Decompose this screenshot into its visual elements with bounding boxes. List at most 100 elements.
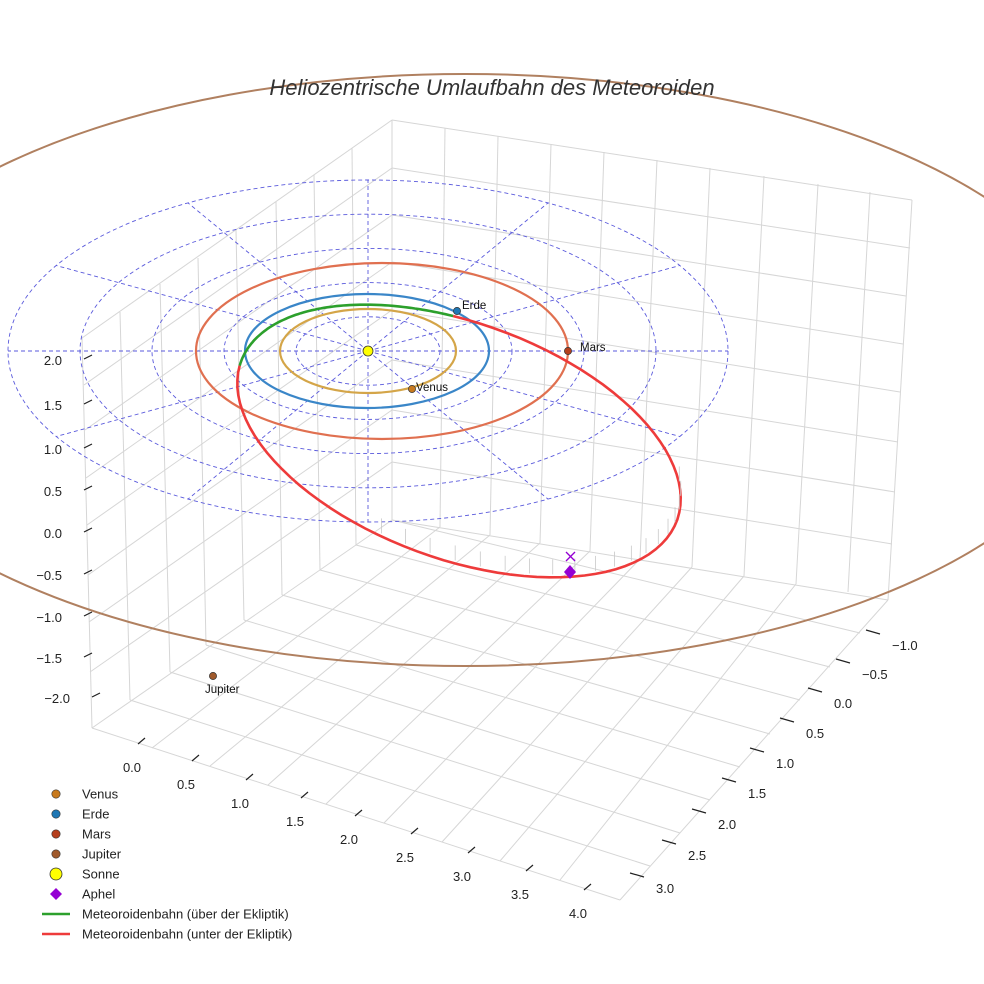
meteoroid-orbit: [236, 303, 683, 579]
x-tick-label: 4.0: [569, 906, 587, 921]
meteoroid-orbit-above: [238, 303, 454, 366]
y-tick-mark: [721, 777, 737, 783]
x-tick-mark: [410, 827, 419, 835]
aphel-marker: [564, 565, 576, 579]
y-tick-label: 2.0: [718, 817, 736, 832]
y-tick-mark: [779, 717, 795, 723]
legend-entry: Meteoroidenbahn (unter der Ekliptik): [42, 927, 292, 942]
planet-jupiter-label: Jupiter: [205, 684, 240, 696]
legend-marker: [51, 789, 61, 799]
z-tick-mark: [83, 443, 93, 449]
y-tick-mark: [835, 658, 851, 664]
z-tick-label: 1.5: [44, 398, 62, 413]
ecliptic-radial-11: [367, 265, 680, 352]
ecliptic-radial-7: [56, 265, 369, 352]
y-tick-label: 2.5: [688, 848, 706, 863]
z-tick-label: −1.0: [36, 610, 62, 625]
ecliptic-radial-4: [187, 350, 369, 500]
x-tick-mark: [300, 791, 309, 799]
x-tick-mark: [354, 809, 363, 817]
x-axis-tick-labels: 0.0 0.5 1.0 1.5 2.0 2.5 3.0 3.5 4.0: [123, 760, 587, 921]
x-tick-label: 1.5: [286, 814, 304, 829]
z-tick-label: 0.5: [44, 484, 62, 499]
y-tick-label: 1.0: [776, 756, 794, 771]
y-tick-label: −0.5: [862, 667, 888, 682]
legend: Venus Erde Mars Jupiter Sonne Aphel Meteoroide…: [42, 787, 292, 942]
legend-label: Venus: [82, 787, 119, 802]
ecliptic-radial-5: [56, 350, 369, 437]
box-grid: [81, 119, 913, 901]
legend-label: Meteoroidenbahn (über der Ekliptik): [82, 907, 289, 922]
legend-label: Aphel: [82, 887, 115, 902]
legend-marker: [49, 867, 63, 881]
legend-entry: Meteoroidenbahn (über der Ekliptik): [42, 907, 289, 922]
x-tick-label: 3.5: [511, 887, 529, 902]
orbit-jupiter: [0, 73, 984, 667]
y-tick-label: −1.0: [892, 638, 918, 653]
ecliptic-reference-grid: [7, 179, 729, 523]
x-tick-mark: [137, 737, 146, 745]
legend-label: Meteoroidenbahn (unter der Ekliptik): [82, 927, 292, 942]
planet-erde-marker: [453, 307, 461, 315]
z-tick-mark: [91, 692, 101, 698]
z-tick-label: −0.5: [36, 568, 62, 583]
axis-tick-marks: [83, 354, 881, 891]
legend-marker: [51, 809, 61, 819]
orbit-venus: [278, 307, 458, 395]
x-tick-mark: [583, 883, 592, 891]
x-tick-label: 0.0: [123, 760, 141, 775]
planet-venus-marker: [408, 385, 416, 393]
y-tick-mark: [629, 872, 645, 878]
planet-mars-label: Mars: [580, 342, 606, 354]
ecliptic-radial-8: [187, 202, 369, 352]
x-tick-label: 2.0: [340, 832, 358, 847]
y-tick-label: 1.5: [748, 786, 766, 801]
legend-entry: Sonne: [49, 867, 120, 882]
z-tick-label: 2.0: [44, 353, 62, 368]
x-tick-label: 2.5: [396, 850, 414, 865]
legend-entry: Erde: [51, 807, 109, 822]
meteoroid-orbit-below: [236, 314, 683, 579]
x-tick-mark: [191, 754, 200, 762]
planet-venus-label: Venus: [416, 382, 448, 394]
z-tick-mark: [83, 399, 93, 405]
legend-entry: Venus: [51, 787, 119, 802]
planet-erde-label: Erde: [462, 300, 486, 312]
z-tick-label: 1.0: [44, 442, 62, 457]
z-tick-mark: [83, 354, 93, 360]
y-axis-tick-labels: −1.0 −0.5 0.0 0.5 1.0 1.5 2.0 2.5 3.0: [656, 638, 918, 896]
projection-ticks: [380, 466, 682, 575]
x-tick-label: 1.0: [231, 796, 249, 811]
y-tick-mark: [865, 629, 881, 635]
y-tick-mark: [807, 687, 823, 693]
legend-label: Erde: [82, 807, 109, 822]
legend-label: Sonne: [82, 867, 120, 882]
x-tick-mark: [525, 864, 534, 872]
y-tick-label: 3.0: [656, 881, 674, 896]
special-markers: [362, 345, 576, 579]
planet-jupiter-marker: [209, 672, 217, 680]
chart-title: Heliozentrische Umlaufbahn des Meteoroid…: [269, 75, 714, 100]
y-tick-mark: [749, 747, 765, 753]
aphel-x-stroke: [565, 551, 576, 562]
sun-marker: [362, 345, 374, 357]
legend-entry: Aphel: [50, 887, 115, 902]
z-tick-mark: [83, 527, 93, 533]
planet-markers: Venus Erde Mars Jupiter: [205, 300, 606, 696]
legend-entry: Jupiter: [51, 847, 122, 862]
z-tick-label: 0.0: [44, 526, 62, 541]
y-tick-mark: [661, 839, 677, 845]
ecliptic-radial-1: [367, 350, 680, 437]
x-tick-mark: [467, 846, 476, 854]
planet-mars-marker: [564, 347, 572, 355]
y-tick-label: 0.0: [834, 696, 852, 711]
x-tick-label: 3.0: [453, 869, 471, 884]
z-tick-mark: [83, 652, 93, 658]
z-tick-mark: [83, 485, 93, 491]
x-tick-mark: [245, 773, 254, 781]
aphel-projection-x: [565, 551, 576, 562]
y-tick-mark: [691, 808, 707, 814]
ecliptic-radial-2: [367, 350, 549, 500]
legend-label: Jupiter: [82, 847, 122, 862]
